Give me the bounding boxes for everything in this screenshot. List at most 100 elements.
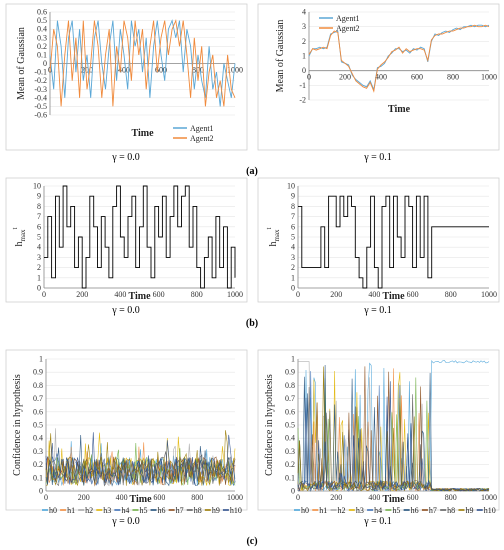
x-tick-label: 1000 <box>227 66 243 75</box>
y-tick-label: 0.8 <box>285 381 295 390</box>
y-axis-label: hmaxt <box>265 227 281 246</box>
y-tick-label: 3 <box>302 22 306 31</box>
y-tick-label: 0.4 <box>37 25 47 34</box>
y-tick-label: 1 <box>291 355 295 364</box>
x-tick-label: 800 <box>191 290 203 299</box>
x-tick-label: 200 <box>81 66 93 75</box>
series-line-hmax <box>44 185 236 289</box>
x-tick-label: 800 <box>447 73 459 82</box>
gamma-label-a-right: γ = 0.1 <box>363 152 392 163</box>
y-tick-label: 0.1 <box>33 473 43 482</box>
y-axis-label: Mean of Gaussian <box>275 20 286 93</box>
y-tick-label: -0.2 <box>34 76 47 85</box>
y-tick-label: 0.8 <box>33 381 43 390</box>
series-line-h9 <box>45 430 236 487</box>
legend-entry: h0 <box>301 506 309 515</box>
gamma-label-b-left: γ = 0.0 <box>111 305 140 316</box>
x-tick-label: 0 <box>296 290 300 299</box>
legend-entry: h7 <box>176 506 184 515</box>
legend-entry: Agent2 <box>336 24 360 33</box>
y-tick-label: 4 <box>37 243 41 252</box>
x-tick-label: 400 <box>368 493 380 502</box>
x-tick-label: 200 <box>330 493 342 502</box>
legend-entry: h5 <box>392 506 400 515</box>
chart-c-gamma0: 1 0.9 0.8 0.7 0.6 0.5 0.4 0.3 0.2 0.1 00 200 400 600 8… <box>12 355 243 516</box>
legend-entry: h9 <box>465 506 473 515</box>
y-tick-label: 4 <box>291 243 295 252</box>
caption-a: (a) <box>246 166 258 177</box>
y-tick-label: 0.3 <box>285 447 295 456</box>
panel-b-left <box>5 177 248 303</box>
x-tick-label: 200 <box>78 493 90 502</box>
x-tick-label: 600 <box>411 73 423 82</box>
y-tick-label: 2 <box>302 37 306 46</box>
x-tick-label: 400 <box>118 66 130 75</box>
y-tick-label: 0.5 <box>33 421 43 430</box>
y-tick-label: 9 <box>291 192 295 201</box>
series-line-h10 <box>298 381 490 492</box>
legend-entry: h3 <box>356 506 364 515</box>
y-tick-label: 0.2 <box>33 460 43 469</box>
y-tick-label: -0.1 <box>34 68 47 77</box>
gamma-label-a-left: γ = 0.0 <box>111 152 140 163</box>
y-tick-label: 9 <box>37 192 41 201</box>
x-tick-label: 800 <box>191 493 203 502</box>
x-axis-label: Time <box>382 494 405 505</box>
y-tick-label: 0.1 <box>285 473 295 482</box>
y-axis-label: hmaxt <box>11 227 27 246</box>
x-tick-label: 0 <box>42 290 46 299</box>
legend-entry: h4 <box>121 506 129 515</box>
y-tick-label: -0.5 <box>34 102 47 111</box>
x-tick-label: 600 <box>407 493 419 502</box>
legend-entry: h10 <box>484 506 496 515</box>
y-tick-label: 8 <box>291 202 295 211</box>
series-line-h9 <box>297 366 490 492</box>
y-tick-label: 0.1 <box>37 50 47 59</box>
series-line-h7 <box>45 456 236 487</box>
x-tick-label: 600 <box>155 66 167 75</box>
y-tick-label: 0 <box>37 284 41 293</box>
gamma-label-c-left: γ = 0.0 <box>111 516 140 527</box>
x-tick-label: 400 <box>116 493 128 502</box>
legend-entry: h2 <box>338 506 346 515</box>
y-tick-label: 3 <box>37 253 41 262</box>
y-tick-label: -0.4 <box>34 93 47 102</box>
gamma-label-b-right: γ = 0.1 <box>363 305 392 316</box>
y-tick-label: 1 <box>302 52 306 61</box>
x-tick-label: 1000 <box>227 493 243 502</box>
y-tick-label: -1 <box>299 81 306 90</box>
legend-entry: h10 <box>230 506 242 515</box>
chart-c-gamma01: 1 0.9 0.8 0.7 0.6 0.5 0.4 0.3 0.2 0.1 00 200 400 600 8… <box>264 355 497 516</box>
y-tick-label: 0 <box>302 66 306 75</box>
legend-entry: h1 <box>319 506 327 515</box>
series-line-agent2 <box>49 18 236 107</box>
y-tick-label: 0.5 <box>285 421 295 430</box>
x-tick-label: 200 <box>339 73 351 82</box>
x-tick-label: 800 <box>445 493 457 502</box>
y-tick-label: 2 <box>37 263 41 272</box>
x-tick-label: 1000 <box>481 73 497 82</box>
x-tick-label: 800 <box>445 290 457 299</box>
y-tick-label: 0.7 <box>285 394 295 403</box>
x-tick-label: 400 <box>368 290 380 299</box>
y-tick-label: 5 <box>37 233 41 242</box>
y-tick-label: -0.3 <box>34 85 47 94</box>
chart-a-gamma0: 0.60.50.40.30.20.10-0.1-0.2-0.3-0.4-0.5-… <box>16 8 243 144</box>
y-tick-label: 1 <box>39 355 43 364</box>
caption-c: (c) <box>246 536 257 547</box>
y-tick-label: -0.6 <box>34 111 47 120</box>
x-tick-label: 0 <box>307 73 311 82</box>
x-axis-label: Time <box>129 494 152 505</box>
y-tick-label: 0.7 <box>33 394 43 403</box>
y-tick-label: 10 <box>33 182 41 191</box>
x-axis-label: Time <box>388 104 411 115</box>
y-tick-label: 6 <box>291 222 295 231</box>
x-axis-label: Time <box>382 291 405 302</box>
series-line-h10 <box>45 432 236 486</box>
legend-entry: h9 <box>212 506 220 515</box>
legend-entry: h6 <box>158 506 166 515</box>
y-tick-label: 0.5 <box>37 16 47 25</box>
x-axis-label: Time <box>128 291 151 302</box>
